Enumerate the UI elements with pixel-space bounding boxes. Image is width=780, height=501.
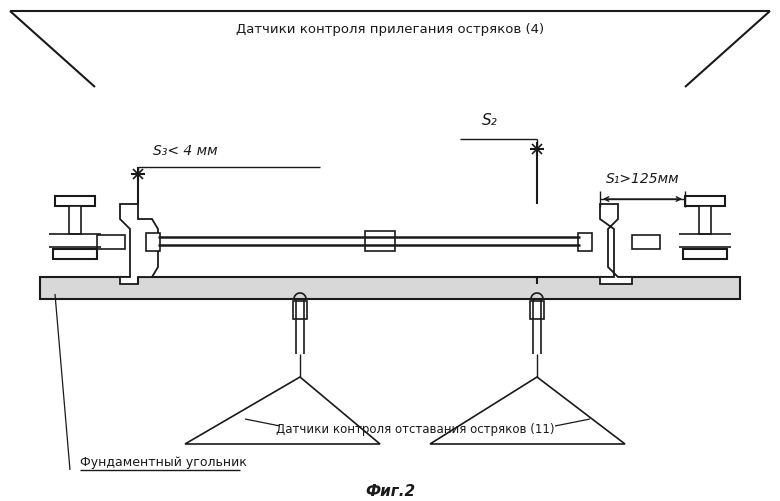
Polygon shape: [185, 377, 380, 444]
Bar: [69, 206, 81, 234]
Text: Фундаментный угольник: Фундаментный угольник: [80, 455, 247, 468]
Bar: [146, 233, 160, 252]
Bar: [699, 206, 711, 234]
Text: S₃< 4 мм: S₃< 4 мм: [153, 144, 218, 158]
Text: S₂: S₂: [482, 113, 498, 128]
Bar: [685, 196, 725, 206]
Text: S₁>125мм: S₁>125мм: [606, 172, 679, 186]
Bar: [683, 249, 727, 260]
Polygon shape: [430, 377, 625, 444]
Text: Датчики контроля прилегания остряков (4): Датчики контроля прилегания остряков (4): [236, 24, 544, 37]
Bar: [632, 235, 660, 249]
Text: Датчики контроля отставания остряков (11): Датчики контроля отставания остряков (11…: [276, 423, 555, 436]
Bar: [97, 235, 125, 249]
Bar: [53, 249, 97, 260]
Polygon shape: [600, 204, 632, 285]
Bar: [55, 196, 95, 206]
Bar: [530, 302, 544, 319]
Polygon shape: [120, 204, 158, 285]
Bar: [365, 231, 395, 252]
Bar: [578, 233, 592, 252]
Bar: [40, 278, 740, 300]
Bar: [293, 302, 307, 319]
Text: Фиг.2: Фиг.2: [365, 483, 415, 498]
